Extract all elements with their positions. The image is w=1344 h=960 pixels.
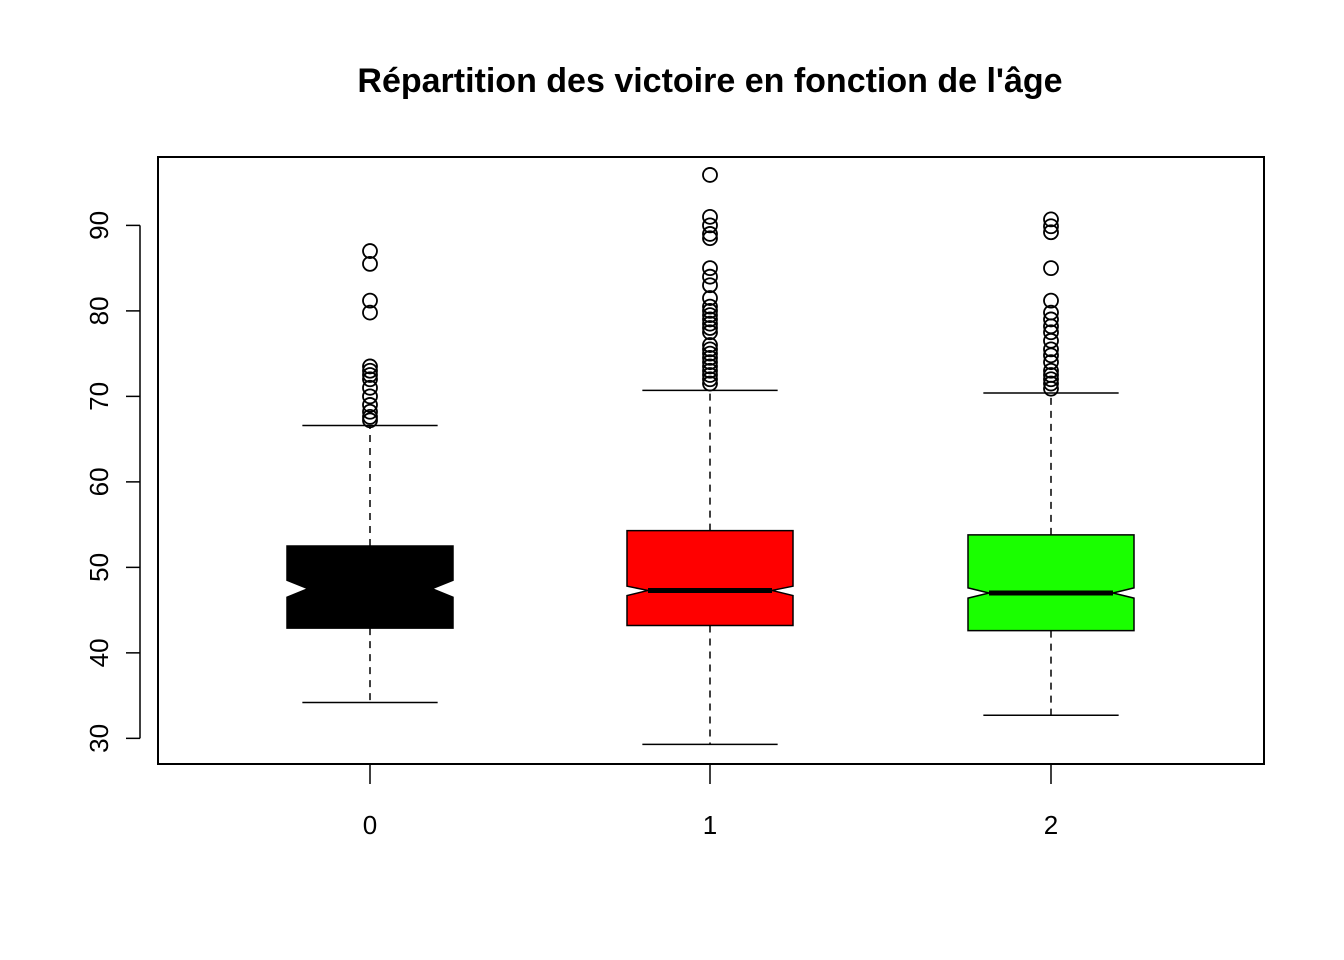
outlier-point — [702, 217, 718, 234]
outlier-point — [362, 292, 378, 309]
outlier-point — [702, 358, 718, 375]
outlier-point — [702, 226, 718, 242]
outlier-point — [702, 345, 718, 362]
outlier-point — [362, 397, 378, 413]
outlier-point — [362, 412, 378, 429]
outlier-point — [702, 367, 718, 383]
outlier-point — [1043, 211, 1059, 228]
outlier-point — [1043, 347, 1059, 364]
y-tick-label: 60 — [84, 467, 114, 496]
outlier-point — [362, 243, 378, 259]
outlier-point — [702, 311, 718, 328]
y-tick-label: 80 — [84, 296, 114, 325]
outlier-point — [362, 388, 378, 405]
outlier-point — [702, 350, 718, 366]
outlier-point — [362, 367, 378, 383]
outlier-point — [702, 337, 718, 353]
x-axis: 0 1 2 — [363, 764, 1058, 840]
outlier-point — [362, 255, 378, 272]
outlier-point — [702, 260, 718, 277]
outlier-point — [1043, 371, 1059, 388]
chart-title: Répartition des victoire en fonction de … — [357, 62, 1062, 100]
outlier-point — [1043, 324, 1059, 341]
outlier-point — [702, 371, 718, 388]
outlier-point — [1043, 362, 1059, 379]
outlier-point — [702, 298, 718, 315]
outlier-point — [702, 315, 718, 332]
outlier-point — [702, 268, 718, 285]
outlier-point — [362, 371, 378, 388]
outlier-point — [702, 354, 718, 371]
outlier-point — [702, 230, 718, 247]
outlier-point — [1043, 292, 1059, 309]
boxes-group — [286, 167, 1135, 746]
box-2 — [967, 534, 1135, 632]
outlier-point — [702, 307, 718, 324]
y-tick-label: 30 — [84, 724, 114, 753]
outlier-point — [1043, 375, 1059, 392]
box-1 — [626, 529, 794, 627]
outlier-point — [702, 362, 718, 379]
outlier-point — [702, 167, 718, 183]
outlier-point — [1043, 354, 1059, 371]
box-group-1 — [626, 167, 794, 746]
outlier-point — [702, 375, 718, 392]
plot-frame — [157, 156, 1265, 765]
x-tick-label: 2 — [1044, 810, 1058, 840]
x-tick-label: 1 — [703, 810, 717, 840]
outlier-point — [1043, 311, 1059, 328]
outlier-point — [362, 358, 378, 375]
outlier-point — [702, 320, 718, 336]
y-tick-label: 40 — [84, 638, 114, 667]
outlier-point — [1043, 341, 1059, 358]
outlier-point — [1043, 218, 1059, 235]
outlier-point — [362, 379, 378, 396]
outlier-point — [702, 302, 718, 319]
outlier-point — [1043, 260, 1059, 277]
outlier-point — [702, 208, 718, 225]
outlier-point — [1043, 380, 1059, 397]
box-group-0 — [286, 243, 454, 704]
outlier-point — [702, 324, 718, 341]
y-tick-label: 70 — [84, 382, 114, 411]
y-tick-label: 50 — [84, 553, 114, 582]
outlier-point — [702, 341, 718, 358]
outlier-point — [362, 362, 378, 379]
outlier-point — [1043, 224, 1059, 241]
y-tick-label: 90 — [84, 211, 114, 240]
y-axis: 30 40 50 60 70 80 90 — [84, 211, 141, 753]
outlier-point — [702, 290, 718, 306]
box-group-2 — [967, 211, 1135, 717]
outlier-point — [362, 403, 378, 420]
outlier-point — [362, 304, 378, 321]
x-tick-label: 0 — [363, 810, 377, 840]
outlier-point — [702, 277, 718, 294]
